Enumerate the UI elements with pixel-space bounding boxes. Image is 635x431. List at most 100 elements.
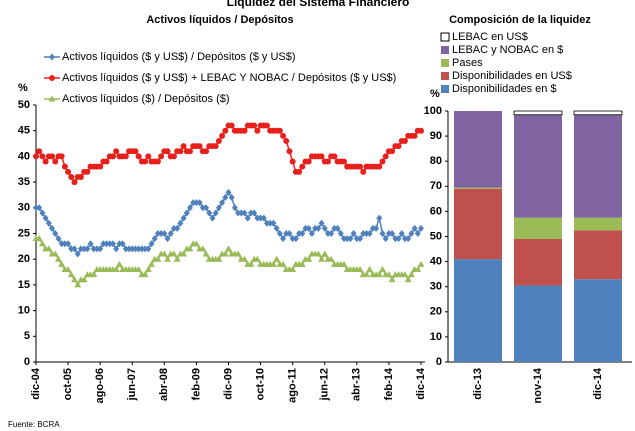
x-tick-label: feb-09 [190,368,202,400]
point [110,153,116,160]
point [353,235,360,243]
point [222,127,229,134]
point [97,245,104,253]
y-tick-label: 10 [430,331,442,343]
x-tick-label: abr-13 [351,368,363,401]
point [203,148,210,155]
legend-label: Activos líquidos ($) / Depósitos ($) [62,93,230,105]
point [296,168,303,175]
point [142,158,149,165]
bar-segment [574,114,622,218]
point [228,194,235,202]
legend-label: LEBAC y NOBAC en $ [452,44,563,56]
bar-segment [514,217,562,240]
x-tick-label: ago-06 [94,368,106,403]
point [341,235,347,243]
point [160,250,168,257]
point [321,224,328,232]
point [221,250,229,257]
point [270,219,277,227]
point [286,230,293,237]
point [74,250,81,258]
point [132,148,139,155]
point [225,245,232,252]
point [55,235,62,243]
point [192,240,200,247]
point [190,199,197,207]
point [115,260,123,267]
point [49,75,55,81]
point [318,219,325,227]
point [251,209,258,217]
point [42,214,49,222]
point [116,240,123,248]
point [375,271,383,278]
point [151,235,158,243]
point [296,230,303,237]
point [215,255,223,262]
point [379,265,386,272]
point [119,240,126,248]
point [135,245,142,253]
point [84,168,91,175]
point [87,240,94,248]
point [71,179,78,186]
point [186,245,194,252]
point [401,137,408,144]
point [376,163,383,170]
point [241,127,248,134]
bar-segment [574,279,622,362]
point [305,158,312,165]
point [154,158,161,165]
y-tick-label: 40 [18,150,30,162]
point [110,240,116,248]
point [154,230,161,237]
point [408,230,415,237]
y-tick-label: 40 [430,256,442,268]
point [138,245,145,253]
point [251,122,258,129]
point [324,230,331,237]
point [148,240,155,248]
bar-segment [514,114,562,218]
bar-segment [454,259,502,362]
point [148,260,155,267]
y-tick-label: 25 [18,227,30,239]
point [215,137,222,144]
legend-swatch [440,32,450,42]
point [74,281,82,288]
point [247,209,254,217]
point [389,148,396,155]
x-tick-label: dic-13 [472,368,484,400]
point [225,188,232,196]
point [305,224,312,232]
bar-segment [573,110,623,116]
point [196,199,203,207]
point [174,224,181,232]
point [135,153,142,160]
point [228,122,235,129]
point [77,245,84,253]
point [71,245,78,253]
y-tick-label: 60 [430,205,442,217]
bar-segment [514,239,562,286]
point [280,132,287,139]
legend-swatch [441,46,449,54]
y-tick-label: 80 [430,155,442,167]
point [347,235,354,243]
point [219,132,226,139]
point [247,260,255,267]
point [289,235,296,243]
point [161,230,168,237]
point [341,158,347,165]
point [305,255,313,262]
point [382,235,389,243]
point [321,250,329,257]
y-tick-label: 20 [18,253,30,265]
y-tick-label: 10 [18,305,30,317]
point [64,265,72,272]
point [312,224,319,232]
point [357,235,364,243]
point [77,173,84,180]
